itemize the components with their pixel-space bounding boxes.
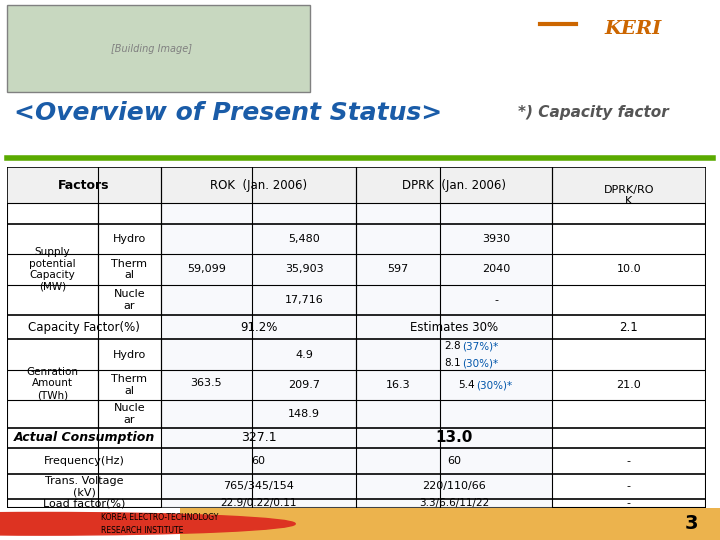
Text: 21.0: 21.0: [616, 380, 641, 390]
Text: 5,480: 5,480: [288, 234, 320, 244]
Text: DPRK  (Jan. 2006): DPRK (Jan. 2006): [402, 179, 506, 192]
Text: -: -: [627, 456, 631, 466]
Text: 2.1: 2.1: [619, 321, 638, 334]
Text: Supply
potential
Capacity
(MW): Supply potential Capacity (MW): [30, 247, 76, 292]
Text: Estimates 30%: Estimates 30%: [410, 321, 498, 334]
Text: 59,099: 59,099: [186, 265, 225, 274]
Text: 2.8: 2.8: [444, 341, 461, 351]
Text: 3: 3: [685, 514, 698, 534]
Text: 10.0: 10.0: [616, 265, 641, 274]
Text: Capacity Factor(%): Capacity Factor(%): [28, 321, 140, 334]
Text: 91.2%: 91.2%: [240, 321, 277, 334]
Text: 209.7: 209.7: [288, 380, 320, 390]
Text: ROK  (Jan. 2006): ROK (Jan. 2006): [210, 179, 307, 192]
FancyBboxPatch shape: [161, 203, 552, 508]
Text: [Building Image]: [Building Image]: [111, 44, 192, 53]
Text: 363.5: 363.5: [190, 379, 222, 388]
Text: 35,903: 35,903: [284, 265, 323, 274]
FancyBboxPatch shape: [7, 167, 706, 203]
Text: 597: 597: [387, 265, 409, 274]
Text: KERI: KERI: [605, 20, 662, 38]
Text: Nucle
ar: Nucle ar: [114, 289, 145, 311]
Text: Trans. Voltage
(kV): Trans. Voltage (kV): [45, 476, 123, 497]
Text: Nucle
ar: Nucle ar: [114, 403, 145, 425]
Text: 8.1: 8.1: [444, 358, 461, 368]
Text: 327.1: 327.1: [240, 431, 276, 444]
Text: 60: 60: [447, 456, 462, 466]
Text: (30%)*: (30%)*: [477, 380, 513, 390]
Text: Hydro: Hydro: [113, 234, 146, 244]
Text: 17,716: 17,716: [284, 295, 323, 305]
Text: Frequency(Hz): Frequency(Hz): [44, 456, 125, 466]
Text: Factors: Factors: [58, 179, 109, 192]
Text: *) Capacity factor: *) Capacity factor: [518, 105, 669, 120]
Text: (30%)*: (30%)*: [462, 358, 499, 368]
Text: KOREA ELECTRO-TECHNOLOGY: KOREA ELECTRO-TECHNOLOGY: [101, 513, 218, 522]
Text: DPRK/RO
K: DPRK/RO K: [603, 185, 654, 206]
Text: <Overview of Present Status>: <Overview of Present Status>: [14, 101, 443, 125]
Text: 148.9: 148.9: [288, 409, 320, 419]
Text: (37%)*: (37%)*: [462, 341, 499, 351]
Text: 5.4: 5.4: [459, 380, 475, 390]
Text: RESEARCH INSTITUTE: RESEARCH INSTITUTE: [101, 526, 183, 535]
Text: Load factor(%): Load factor(%): [42, 498, 125, 508]
Text: 16.3: 16.3: [386, 380, 410, 390]
Circle shape: [0, 512, 295, 535]
Text: 3930: 3930: [482, 234, 510, 244]
Text: 22.9/0.22/0.11: 22.9/0.22/0.11: [220, 498, 297, 508]
Text: Therm
al: Therm al: [112, 259, 148, 280]
Text: Genration
Amount
(TWh): Genration Amount (TWh): [27, 367, 78, 400]
FancyBboxPatch shape: [7, 5, 310, 92]
FancyBboxPatch shape: [180, 508, 720, 540]
Text: Therm
al: Therm al: [112, 374, 148, 396]
FancyBboxPatch shape: [7, 167, 706, 508]
Text: -: -: [627, 498, 631, 508]
Text: 2040: 2040: [482, 265, 510, 274]
Text: 13.0: 13.0: [436, 430, 473, 445]
Text: Actual Consumption: Actual Consumption: [14, 431, 155, 444]
Text: -: -: [627, 481, 631, 491]
Text: 220/110/66: 220/110/66: [423, 481, 486, 491]
Text: 3.3/6.6/11/22: 3.3/6.6/11/22: [419, 498, 490, 508]
Text: -: -: [494, 295, 498, 305]
Text: 4.9: 4.9: [295, 349, 313, 360]
Text: Hydro: Hydro: [113, 349, 146, 360]
Text: 765/345/154: 765/345/154: [223, 481, 294, 491]
Text: 60: 60: [251, 456, 266, 466]
